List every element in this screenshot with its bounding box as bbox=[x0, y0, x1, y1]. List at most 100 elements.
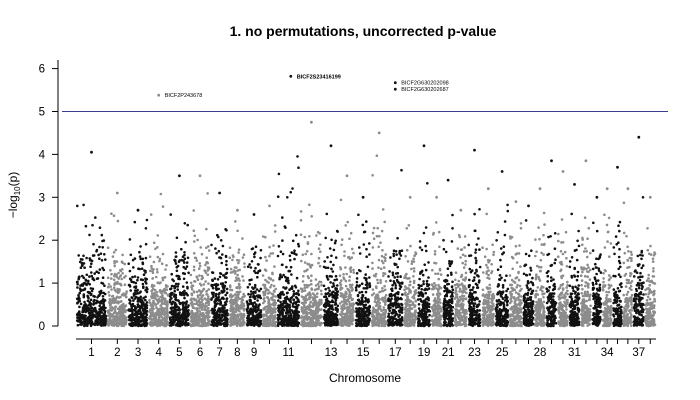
x-tick-label-2: 2 bbox=[114, 347, 120, 359]
chromosome-22-points bbox=[453, 233, 468, 328]
chromosome-15-points bbox=[354, 213, 372, 328]
annotation-layer: BICF2P243678 BICF2S23416199 BICF2G63020209… bbox=[165, 74, 449, 99]
chromosome-35-points bbox=[612, 220, 623, 328]
chromosome-10-points bbox=[261, 224, 278, 328]
y-tick-label-3: 3 bbox=[39, 192, 45, 204]
data-points-layer bbox=[75, 74, 657, 328]
chromosome-34-points bbox=[601, 213, 613, 328]
chromosome-5-points bbox=[168, 213, 191, 328]
peak-point-chr-31 bbox=[573, 183, 576, 186]
y-tick-label-2: 2 bbox=[39, 235, 45, 247]
chromosome-25-points bbox=[494, 203, 510, 328]
x-tick-label-4: 4 bbox=[155, 347, 162, 359]
chromosome-3-points bbox=[127, 218, 149, 328]
y-axis-label-subscript: 10 bbox=[13, 186, 22, 195]
peak-point-chr-14 bbox=[345, 174, 349, 178]
chromosome-17-points bbox=[387, 168, 404, 327]
chromosome-26-points bbox=[508, 222, 523, 328]
x-axis: 1 2 3 4 5 6 7 8 9 11 13 15 17 19 21 23 25 28 31 34 37 bbox=[76, 338, 656, 359]
chromosome-7-points bbox=[210, 228, 229, 328]
y-tick-label-1: 1 bbox=[39, 278, 45, 290]
x-tick-label-23: 23 bbox=[468, 347, 481, 359]
peak-point-chr-16 bbox=[377, 131, 381, 135]
x-tick-label-5: 5 bbox=[176, 347, 182, 359]
chromosome-27-points bbox=[522, 219, 535, 327]
x-tick-label-1: 1 bbox=[88, 347, 94, 359]
annotation-label-1: BICF2P243678 bbox=[165, 93, 203, 99]
chromosome-1-points bbox=[75, 203, 108, 328]
chromosome-32-points bbox=[579, 216, 592, 327]
chromosome-38-points bbox=[644, 227, 657, 328]
peak-point-chr-20 bbox=[435, 195, 438, 199]
chromosome-2-points bbox=[106, 212, 129, 328]
chromosome-30-points bbox=[556, 218, 569, 328]
peak-point-chr-23 bbox=[473, 148, 476, 152]
chromosome-12-points bbox=[299, 203, 324, 328]
y-axis-label: −log10(p) bbox=[6, 172, 22, 219]
peak-point-chr-26 bbox=[514, 200, 518, 204]
x-axis-label: Chromosome bbox=[329, 371, 401, 385]
annotation-label-4: BICF2G630202687 bbox=[401, 87, 448, 93]
chromosome-21-points bbox=[442, 213, 455, 328]
x-tick-label-13: 13 bbox=[325, 347, 338, 359]
peak-point-BICF2G630202098 bbox=[393, 81, 397, 85]
peak-point-BICF2S23416199 bbox=[289, 74, 293, 78]
chromosome-6-points bbox=[189, 192, 211, 328]
peak-point-chr-27 bbox=[527, 204, 530, 208]
peak-point-chr-19 bbox=[422, 144, 426, 148]
chromosome-29-points bbox=[545, 232, 558, 328]
chromosome-24-points bbox=[481, 212, 496, 328]
chromosome-18-points bbox=[403, 224, 418, 328]
annotation-label-2: BICF2S23416199 bbox=[297, 74, 341, 80]
peak-point-chr-1 bbox=[90, 150, 93, 154]
annotation-label-3: BICF2G630202098 bbox=[401, 81, 448, 87]
x-tick-label-11: 11 bbox=[282, 347, 294, 359]
y-axis: 0 1 2 3 4 5 6 bbox=[39, 60, 59, 333]
y-tick-label-4: 4 bbox=[39, 149, 46, 161]
peak-point-chr-3 bbox=[136, 208, 140, 212]
chromosome-36-points bbox=[622, 201, 634, 328]
x-tick-label-25: 25 bbox=[496, 347, 509, 359]
x-tick-label-31: 31 bbox=[568, 347, 581, 359]
peak-point-chr-6 bbox=[198, 174, 202, 178]
y-tick-label-6: 6 bbox=[39, 64, 45, 76]
x-tick-label-17: 17 bbox=[389, 347, 402, 359]
chromosome-19-points bbox=[416, 182, 432, 328]
chromosome-8-points bbox=[228, 220, 246, 328]
y-tick-label-0: 0 bbox=[39, 321, 45, 333]
chromosome-28-points bbox=[534, 211, 547, 327]
peak-point-BICF2P243678 bbox=[157, 93, 161, 97]
x-tick-label-34: 34 bbox=[601, 347, 614, 359]
chromosome-9-points bbox=[245, 245, 263, 328]
peak-point-chr-29 bbox=[550, 159, 553, 163]
peak-point-chr-18 bbox=[408, 195, 412, 199]
x-tick-label-6: 6 bbox=[197, 347, 203, 359]
y-axis-label-argument: (p) bbox=[6, 172, 20, 187]
chromosome-4-points bbox=[148, 192, 170, 328]
peak-point-chr-34 bbox=[605, 187, 609, 191]
y-axis-label-prefix: −log bbox=[6, 195, 20, 218]
x-tick-label-28: 28 bbox=[534, 347, 547, 359]
peak-point-chr-2 bbox=[115, 191, 119, 195]
peak-point-chr-36 bbox=[626, 187, 630, 191]
x-tick-label-21: 21 bbox=[442, 347, 455, 359]
x-tick-label-8: 8 bbox=[234, 347, 240, 359]
peak-point-chr-21 bbox=[446, 178, 450, 182]
peak-point-chr-38 bbox=[648, 195, 652, 199]
chromosome-11-points bbox=[276, 155, 301, 328]
peak-point-chr-7 bbox=[218, 191, 222, 195]
peak-point-chr-33 bbox=[595, 195, 599, 199]
x-tick-label-7: 7 bbox=[216, 347, 222, 359]
peak-point-chr-13 bbox=[329, 144, 333, 148]
y-tick-label-5: 5 bbox=[39, 106, 45, 118]
peak-point-chr-22 bbox=[459, 208, 463, 212]
x-tick-label-19: 19 bbox=[418, 347, 431, 359]
peak-point-chr-15 bbox=[361, 195, 365, 199]
peak-point-chr-25 bbox=[500, 170, 504, 173]
chromosome-16-points bbox=[370, 154, 388, 328]
chromosome-23-points bbox=[467, 208, 482, 328]
peak-point-chr-37 bbox=[637, 135, 641, 139]
chromosome-31-points bbox=[568, 212, 581, 327]
peak-point-chr-9 bbox=[252, 213, 256, 216]
chromosome-20-points bbox=[430, 221, 443, 328]
